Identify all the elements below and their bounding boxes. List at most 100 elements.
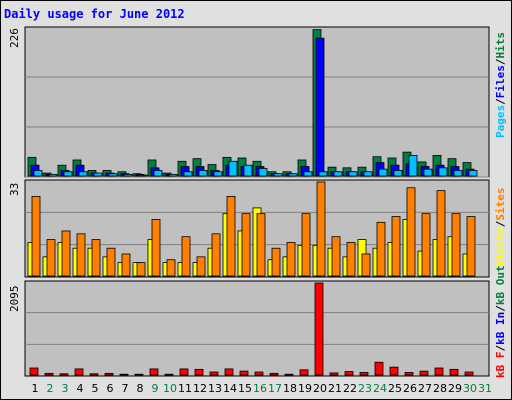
bar-kbf-day-22 xyxy=(344,371,354,376)
bar-sites-day-30 xyxy=(466,216,476,277)
bar-pages-day-25 xyxy=(393,170,403,177)
bar-sites-day-6 xyxy=(106,247,116,277)
bar-kbf-day-9 xyxy=(149,368,159,376)
day-label-24: 24 xyxy=(373,382,387,395)
bar-sites-day-20 xyxy=(316,181,326,277)
day-label-16: 16 xyxy=(253,382,267,395)
day-label-31: 31 xyxy=(478,382,492,395)
bar-pages-day-19 xyxy=(303,171,313,177)
bar-kbf-day-26 xyxy=(404,372,414,376)
bar-pages-day-15 xyxy=(243,164,253,177)
bar-pages-day-23 xyxy=(363,171,373,177)
bar-sites-day-11 xyxy=(181,236,191,277)
bar-sites-day-16 xyxy=(256,213,266,277)
bar-sites-day-9 xyxy=(151,219,161,277)
day-label-26: 26 xyxy=(403,382,417,395)
bar-sites-day-25 xyxy=(391,216,401,277)
bar-sites-day-13 xyxy=(211,233,221,277)
bar-sites-day-28 xyxy=(436,190,446,277)
bar-sites-day-29 xyxy=(451,213,461,277)
bar-kbf-day-20 xyxy=(314,282,324,376)
day-label-1: 1 xyxy=(32,382,39,395)
bar-pages-day-24 xyxy=(378,168,388,177)
bar-kbf-day-2 xyxy=(44,372,54,376)
bar-pages-day-20 xyxy=(318,171,328,177)
day-label-8: 8 xyxy=(137,382,144,395)
bar-kbf-day-14 xyxy=(224,368,234,376)
day-label-18: 18 xyxy=(283,382,297,395)
bar-files-day-20 xyxy=(315,37,325,177)
day-label-2: 2 xyxy=(47,382,54,395)
bar-sites-day-1 xyxy=(31,195,41,277)
day-label-5: 5 xyxy=(92,382,99,395)
day-label-28: 28 xyxy=(433,382,447,395)
bar-pages-day-2 xyxy=(48,173,58,177)
bar-kbf-day-3 xyxy=(59,373,69,376)
bar-sites-day-4 xyxy=(76,233,86,277)
bar-pages-day-18 xyxy=(288,173,298,177)
bar-sites-day-23 xyxy=(361,253,371,277)
bar-kbf-day-4 xyxy=(74,368,84,376)
bar-sites-day-12 xyxy=(196,256,206,277)
day-label-17: 17 xyxy=(268,382,282,395)
day-label-21: 21 xyxy=(328,382,342,395)
bar-sites-day-15 xyxy=(241,213,251,277)
bar-kbf-day-12 xyxy=(194,368,204,376)
bar-sites-day-7 xyxy=(121,253,131,277)
bar-pages-day-1 xyxy=(33,170,43,177)
panel-hits-files-pages xyxy=(24,26,490,178)
bar-kbf-day-16 xyxy=(254,371,264,376)
bar-kbf-day-21 xyxy=(329,372,339,376)
bar-kbf-day-28 xyxy=(434,367,444,376)
day-label-13: 13 xyxy=(208,382,222,395)
bar-kbf-day-17 xyxy=(269,372,279,376)
day-label-10: 10 xyxy=(163,382,177,395)
bar-pages-day-16 xyxy=(258,168,268,177)
day-label-25: 25 xyxy=(388,382,402,395)
day-label-19: 19 xyxy=(298,382,312,395)
day-label-30: 30 xyxy=(463,382,477,395)
bar-pages-day-8 xyxy=(138,174,148,177)
day-label-7: 7 xyxy=(122,382,129,395)
bar-sites-day-19 xyxy=(301,213,311,277)
day-label-15: 15 xyxy=(238,382,252,395)
bar-kbf-day-10 xyxy=(164,373,174,376)
bar-sites-day-3 xyxy=(61,230,71,277)
bar-sites-day-8 xyxy=(136,262,146,277)
bar-pages-day-22 xyxy=(348,171,358,177)
bar-pages-day-4 xyxy=(78,171,88,177)
bar-sites-day-18 xyxy=(286,242,296,277)
bar-pages-day-10 xyxy=(168,173,178,177)
bar-kbf-day-30 xyxy=(464,371,474,376)
bar-sites-day-26 xyxy=(406,187,416,277)
bar-pages-day-14 xyxy=(228,160,238,177)
bar-pages-day-11 xyxy=(183,171,193,177)
bar-kbf-day-5 xyxy=(89,373,99,376)
bar-kbf-day-1 xyxy=(29,367,39,376)
bar-kbf-day-24 xyxy=(374,361,384,376)
bar-kbf-day-13 xyxy=(209,371,219,376)
day-label-9: 9 xyxy=(152,382,159,395)
chart-title: Daily usage for June 2012 xyxy=(4,7,185,21)
bar-pages-day-5 xyxy=(93,172,103,177)
day-label-27: 27 xyxy=(418,382,432,395)
bar-sites-day-24 xyxy=(376,221,386,277)
bar-pages-day-13 xyxy=(213,171,223,177)
bar-pages-day-27 xyxy=(423,168,433,177)
panel-kbf xyxy=(24,280,490,377)
bar-kbf-day-8 xyxy=(134,373,144,376)
bar-kbf-day-29 xyxy=(449,368,459,376)
bar-pages-day-30 xyxy=(468,170,478,177)
day-label-14: 14 xyxy=(223,382,237,395)
bar-kbf-day-6 xyxy=(104,372,114,376)
day-label-23: 23 xyxy=(358,382,372,395)
bar-pages-day-26 xyxy=(408,154,418,177)
bar-pages-day-17 xyxy=(273,173,283,177)
bar-kbf-day-18 xyxy=(284,373,294,376)
day-label-3: 3 xyxy=(62,382,69,395)
bar-pages-day-12 xyxy=(198,170,208,177)
bar-kbf-day-27 xyxy=(419,370,429,376)
bar-sites-day-2 xyxy=(46,239,56,277)
bar-pages-day-3 xyxy=(63,171,73,177)
